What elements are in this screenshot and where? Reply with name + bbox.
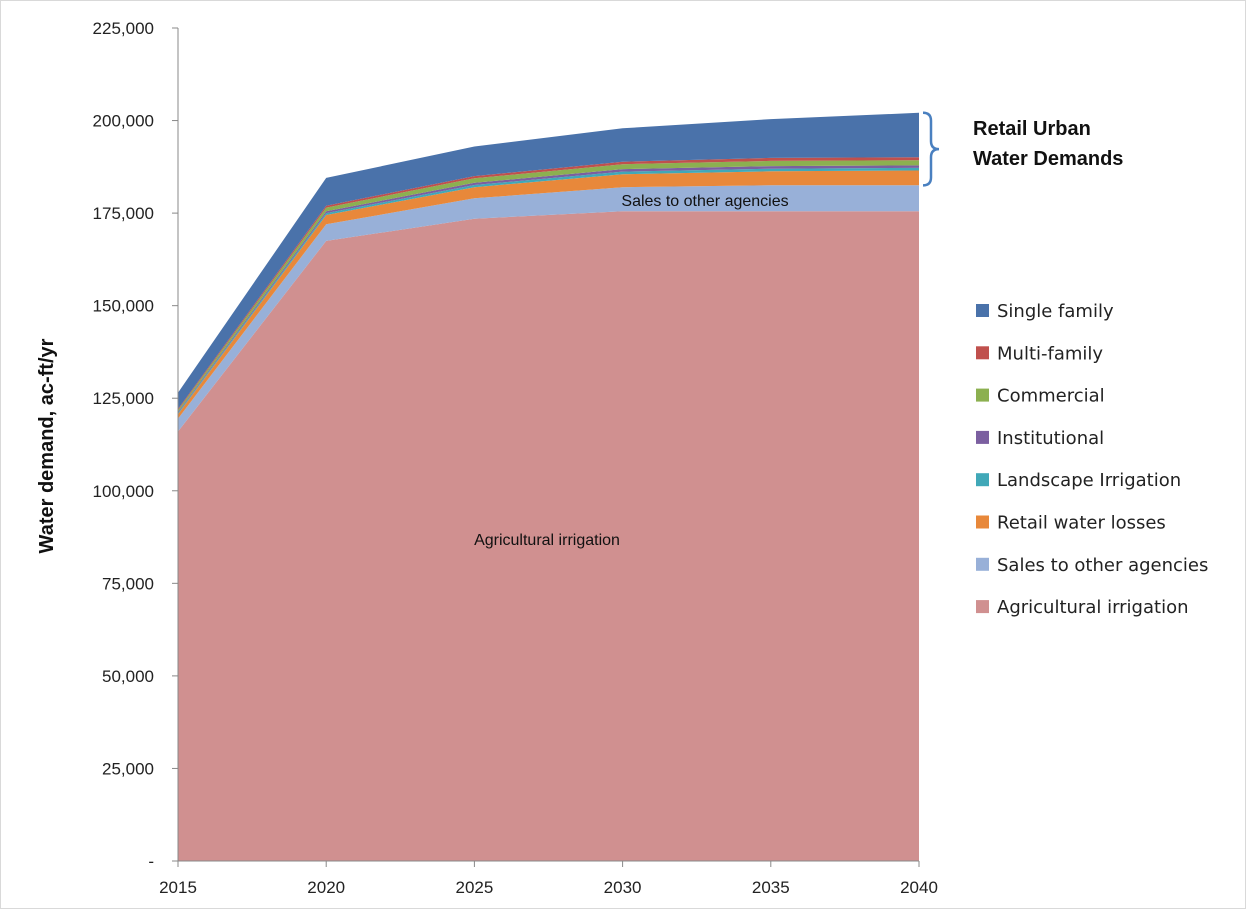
legend-swatch-multi-family bbox=[976, 346, 989, 360]
legend-swatch-landscape-irrigation bbox=[976, 473, 989, 487]
legend-label-landscape-irrigation: Landscape Irrigation bbox=[997, 470, 1181, 491]
y-tick-label: 150,000 bbox=[93, 297, 154, 316]
legend-swatch-agricultural-irrigation bbox=[976, 600, 989, 614]
x-tick-label: 2030 bbox=[604, 878, 642, 897]
x-tick-label: 2035 bbox=[752, 878, 790, 897]
y-axis-ticks: - 25,000 50,000 75,000 100,000 125,000 150,000… bbox=[93, 19, 178, 871]
area-single-family bbox=[178, 112, 919, 410]
y-tick-label: 125,000 bbox=[93, 389, 154, 408]
y-tick-label: 50,000 bbox=[102, 667, 154, 686]
y-tick-label: 175,000 bbox=[93, 204, 154, 223]
x-axis-ticks: 2015 2020 2025 2030 2035 2040 bbox=[159, 861, 938, 897]
retail-urban-bracket bbox=[922, 111, 940, 187]
x-tick-label: 2020 bbox=[307, 878, 345, 897]
legend-label-agricultural-irrigation: Agricultural irrigation bbox=[997, 597, 1189, 618]
legend-label-multi-family: Multi-family bbox=[997, 343, 1103, 364]
sales-area-label: Sales to other agencies bbox=[621, 193, 788, 210]
x-tick-label: 2040 bbox=[900, 878, 938, 897]
x-tick-label: 2015 bbox=[159, 878, 197, 897]
legend-label-retail-water-losses: Retail water losses bbox=[997, 513, 1166, 534]
legend-label-institutional: Institutional bbox=[997, 428, 1104, 449]
area-sales-to-other-agencies bbox=[178, 185, 919, 432]
y-tick-label: 25,000 bbox=[102, 759, 154, 778]
bracket-label-line1: Retail Urban bbox=[973, 118, 1091, 140]
y-axis-label: Water demand, ac-ft/yr bbox=[36, 338, 58, 553]
legend-swatch-single-family bbox=[976, 304, 989, 317]
legend-label-single-family: Single family bbox=[997, 301, 1114, 322]
y-tick-label: 225,000 bbox=[93, 19, 154, 38]
y-tick-label: 75,000 bbox=[102, 574, 154, 593]
bracket-label-line2: Water Demands bbox=[973, 148, 1123, 170]
axes bbox=[177, 28, 919, 862]
y-tick-label: 100,000 bbox=[93, 482, 154, 501]
legend-label-commercial: Commercial bbox=[997, 386, 1105, 407]
legend-swatch-retail-water-losses bbox=[976, 515, 989, 529]
legend-label-sales-to-other-agencies: Sales to other agencies bbox=[997, 555, 1208, 576]
area-series-group bbox=[178, 112, 919, 862]
area-agricultural-irrigation bbox=[178, 211, 919, 862]
legend: Single family Multi-family Commercial Insti… bbox=[976, 301, 1208, 618]
legend-swatch-sales-to-other-agencies bbox=[976, 557, 989, 571]
y-tick-label: 200,000 bbox=[93, 112, 154, 131]
legend-swatch-commercial bbox=[976, 388, 989, 402]
y-tick-label: - bbox=[148, 852, 154, 871]
x-tick-label: 2025 bbox=[455, 878, 493, 897]
legend-swatch-institutional bbox=[976, 430, 989, 444]
agricultural-area-label: Agricultural irrigation bbox=[474, 532, 620, 549]
